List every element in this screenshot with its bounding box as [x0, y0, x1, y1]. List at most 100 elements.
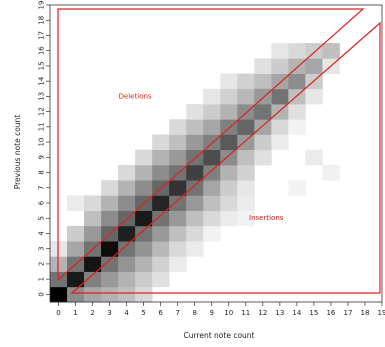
x-tick-label-7: 7	[175, 309, 179, 317]
heatmap-cell-11-7	[237, 180, 255, 196]
y-tick-label-14: 14	[38, 76, 46, 85]
heatmap-cell-2-0	[84, 286, 102, 303]
heatmap-cell-11-9	[237, 149, 255, 166]
heatmap-cell-4-7	[118, 180, 136, 196]
y-tick-label-11: 11	[38, 122, 46, 131]
heatmap-cell-14-15	[288, 58, 306, 74]
x-tick-label-1: 1	[73, 309, 77, 317]
heatmap-cell-0-3	[50, 241, 68, 257]
heatmap-cell-2-5	[84, 210, 102, 227]
heatmap-cell-9-4	[203, 225, 221, 242]
heatmap-cell-13-13	[271, 88, 289, 105]
heatmap-cell-13-14	[271, 73, 289, 90]
heatmap-cell-8-11	[186, 119, 204, 135]
heatmap-cell-13-11	[271, 119, 289, 135]
heatmap-cell-4-4	[118, 225, 136, 242]
insertions-region-outline	[70, 21, 381, 294]
heatmap-cell-7-6	[169, 195, 187, 212]
x-tick-label-10: 10	[224, 309, 233, 317]
heatmap-cell-1-3	[67, 241, 85, 257]
x-tick-label-13: 13	[275, 309, 284, 317]
heatmap-cell-6-10	[152, 134, 170, 151]
heatmap-cell-11-10	[237, 134, 255, 151]
y-tick-label-10: 10	[38, 138, 46, 147]
heatmap-cell-11-13	[237, 88, 255, 105]
region-outlines	[57, 8, 381, 294]
heatmap-cell-13-15	[271, 58, 289, 74]
heatmap-cell-4-1	[118, 271, 136, 288]
x-tick-label-14: 14	[292, 309, 301, 317]
x-tick-label-4: 4	[124, 309, 129, 317]
heatmap-cell-10-13	[220, 88, 238, 105]
heatmap-cell-5-7	[135, 180, 153, 196]
x-tick-label-5: 5	[141, 309, 145, 317]
heatmap-cell-7-7	[169, 180, 187, 196]
heatmap-cell-9-5	[203, 210, 221, 227]
heatmap-cell-9-9	[203, 149, 221, 166]
heatmap-cell-6-3	[152, 241, 170, 257]
heatmap-cell-7-2	[169, 256, 187, 272]
x-tick-label-17: 17	[343, 309, 352, 317]
heatmap-cell-16-8	[322, 164, 340, 181]
heatmap-cell-8-6	[186, 195, 204, 212]
heatmap-cell-9-8	[203, 164, 221, 181]
y-tick-label-9: 9	[38, 155, 46, 159]
heatmap-cell-12-12	[254, 104, 272, 120]
heatmap-cell-3-7	[101, 180, 119, 196]
heatmap-cell-1-1	[67, 271, 85, 288]
heatmap-cell-6-2	[152, 256, 170, 272]
y-tick-label-17: 17	[38, 31, 46, 40]
heatmap-cell-12-14	[254, 73, 272, 90]
heatmap-cell-2-1	[84, 271, 102, 288]
heatmap-cell-10-8	[220, 164, 238, 181]
heatmap-cell-4-2	[118, 256, 136, 272]
x-tick-label-16: 16	[326, 309, 335, 317]
heatmap-cell-10-9	[220, 149, 238, 166]
x-tick-label-0: 0	[56, 309, 60, 317]
heatmap-cell-3-3	[101, 241, 119, 257]
x-axis-ticks: 0 1 2 3 4 5 6 7 8 9 10 11 12 13 14 15 16 17 18 19	[56, 302, 385, 317]
heatmap-cell-9-10	[203, 134, 221, 151]
heatmap-cell-16-16	[322, 43, 340, 59]
heatmap-cell-14-12	[288, 104, 306, 120]
heatmap-cell-12-15	[254, 58, 272, 74]
heatmap-cell-7-3	[169, 241, 187, 257]
heatmap-cells	[50, 43, 340, 303]
x-tick-label-6: 6	[158, 309, 163, 317]
heatmap-cell-8-8	[186, 164, 204, 181]
heatmap-cell-15-13	[305, 88, 323, 105]
plot-border	[49, 4, 383, 303]
y-tick-label-6: 6	[38, 200, 46, 205]
heatmap-cell-15-16	[305, 43, 323, 59]
x-tick-label-15: 15	[309, 309, 318, 317]
heatmap-cell-4-8	[118, 164, 136, 181]
heatmap-cell-11-5	[237, 210, 255, 227]
heatmap-cell-14-11	[288, 119, 306, 135]
heatmap-cell-6-5	[152, 210, 170, 227]
y-tick-label-13: 13	[38, 92, 46, 101]
heatmap-cell-10-5	[220, 210, 238, 227]
heatmap-cell-6-6	[152, 195, 170, 212]
heatmap-cell-1-4	[67, 225, 85, 242]
heatmap-cell-1-6	[67, 195, 85, 212]
heatmap-cell-0-2	[50, 256, 68, 272]
heatmap-cell-5-5	[135, 210, 153, 227]
heatmap-cell-5-3	[135, 241, 153, 257]
x-tick-label-3: 3	[107, 309, 111, 317]
x-tick-label-19: 19	[378, 309, 385, 317]
y-tick-label-15: 15	[38, 61, 46, 70]
heatmap-cell-11-14	[237, 73, 255, 90]
heatmap-cell-14-14	[288, 73, 306, 90]
heatmap-cell-10-14	[220, 73, 238, 90]
x-tick-label-9: 9	[210, 309, 214, 317]
heatmap-cell-0-0	[50, 286, 68, 303]
x-tick-label-2: 2	[90, 309, 94, 317]
heatmap-cell-14-13	[288, 88, 306, 105]
heatmap-cell-11-12	[237, 104, 255, 120]
heatmap-cell-13-16	[271, 43, 289, 59]
heatmap-cell-4-0	[118, 286, 136, 303]
y-tick-label-8: 8	[38, 170, 46, 174]
heatmap-cell-7-4	[169, 225, 187, 242]
heatmap-cell-2-6	[84, 195, 102, 212]
y-tick-label-0: 0	[38, 292, 46, 296]
